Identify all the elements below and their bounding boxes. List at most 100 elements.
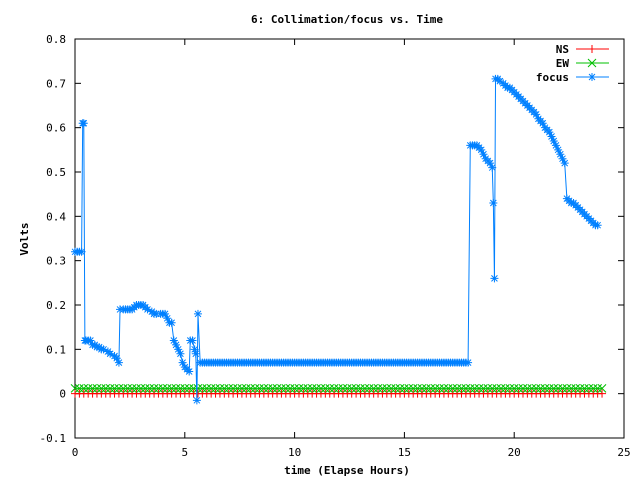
- y-tick-label: 0.1: [46, 343, 66, 356]
- y-tick-label: 0.2: [46, 299, 66, 312]
- ew-point: [233, 383, 242, 393]
- ew-point: [193, 383, 203, 393]
- focus-point: [114, 358, 123, 367]
- ew-point: [290, 383, 299, 393]
- ew-point: [281, 383, 291, 393]
- ew-point: [202, 383, 212, 393]
- ew-point: [386, 383, 396, 393]
- ew-point: [237, 383, 247, 393]
- y-tick-label: 0: [59, 388, 66, 401]
- ew-point: [413, 383, 422, 393]
- ew-point: [422, 383, 431, 393]
- series-ns: [71, 389, 607, 398]
- y-tick-label: 0.4: [46, 210, 66, 223]
- ew-point: [303, 383, 313, 393]
- ew-point: [338, 383, 348, 393]
- ew-point: [501, 383, 510, 393]
- x-tick-label: 5: [181, 446, 188, 459]
- ew-point: [435, 383, 444, 393]
- ew-point: [369, 383, 379, 393]
- ew-point: [83, 383, 93, 393]
- ew-point: [299, 383, 308, 393]
- y-tick-label: -0.1: [40, 432, 67, 445]
- ew-point: [140, 383, 150, 393]
- focus-point: [163, 314, 172, 323]
- ew-point: [101, 383, 111, 393]
- ew-point: [505, 383, 515, 393]
- ew-point: [268, 383, 277, 393]
- ew-point: [145, 383, 155, 393]
- ew-point: [206, 383, 216, 393]
- ew-point: [571, 383, 581, 393]
- ew-point: [430, 383, 440, 393]
- ew-point: [492, 383, 501, 393]
- focus-point: [143, 305, 152, 314]
- focus-point: [185, 367, 194, 376]
- series-layer: [70, 74, 607, 405]
- ew-point: [597, 383, 607, 393]
- ew-point: [404, 383, 414, 393]
- ew-point: [382, 383, 392, 393]
- ew-point: [465, 383, 475, 393]
- ew-point: [158, 383, 168, 393]
- ew-point: [180, 383, 190, 393]
- y-axis-label: Volts: [18, 222, 31, 255]
- ew-point: [259, 383, 269, 393]
- ew-point: [263, 383, 273, 393]
- y-tick-label: 0.6: [46, 122, 66, 135]
- x-tick-label: 20: [508, 446, 521, 459]
- ew-point: [347, 383, 357, 393]
- ew-point: [92, 383, 102, 393]
- ew-point: [544, 383, 554, 393]
- y-tick-label: 0.3: [46, 255, 66, 268]
- ew-point: [514, 383, 523, 393]
- focus-point: [193, 309, 202, 318]
- ew-point: [105, 383, 115, 393]
- ew-point: [88, 383, 97, 393]
- chart-title: 6: Collimation/focus vs. Time: [251, 13, 443, 26]
- legend-label-ns: NS: [556, 43, 569, 56]
- ew-point: [461, 383, 471, 393]
- ew-point: [527, 383, 537, 393]
- focus-point: [172, 340, 181, 349]
- x-tick-label: 15: [398, 446, 411, 459]
- focus-point: [99, 345, 108, 354]
- series-ew: [70, 383, 607, 393]
- ew-point: [518, 383, 528, 393]
- focus-point: [549, 136, 558, 145]
- focus-point: [190, 345, 199, 354]
- ew-point: [127, 383, 137, 393]
- ew-point: [198, 383, 207, 393]
- ew-point: [470, 383, 480, 393]
- ew-point: [215, 383, 225, 393]
- ew-point: [417, 383, 427, 393]
- focus-point: [593, 221, 602, 230]
- focus-point: [560, 159, 569, 168]
- legend-marker-focus: [588, 73, 596, 81]
- ew-point: [426, 383, 436, 393]
- focus-point: [191, 349, 200, 358]
- ew-point: [307, 383, 317, 393]
- focus-point: [479, 150, 488, 159]
- ew-point: [123, 383, 133, 393]
- focus-point: [488, 163, 497, 172]
- ew-point: [588, 383, 598, 393]
- axes: -0.1 0 0.1 0.2 0.3 0.4 0.5 0.6 0.7 0.8 0 5 10 15 20 25: [40, 33, 631, 459]
- focus-point: [188, 336, 197, 345]
- ew-point: [250, 383, 260, 393]
- focus-point: [532, 110, 541, 119]
- focus-point: [169, 336, 178, 345]
- ew-point: [184, 383, 194, 393]
- ew-point: [149, 383, 159, 393]
- ew-point: [531, 383, 541, 393]
- focus-point: [489, 199, 498, 208]
- ew-point: [474, 383, 484, 393]
- x-tick-label: 10: [288, 446, 301, 459]
- ew-point: [457, 383, 466, 393]
- focus-point: [495, 77, 504, 86]
- ew-point: [448, 383, 458, 393]
- focus-point: [176, 349, 185, 358]
- ew-point: [356, 383, 365, 393]
